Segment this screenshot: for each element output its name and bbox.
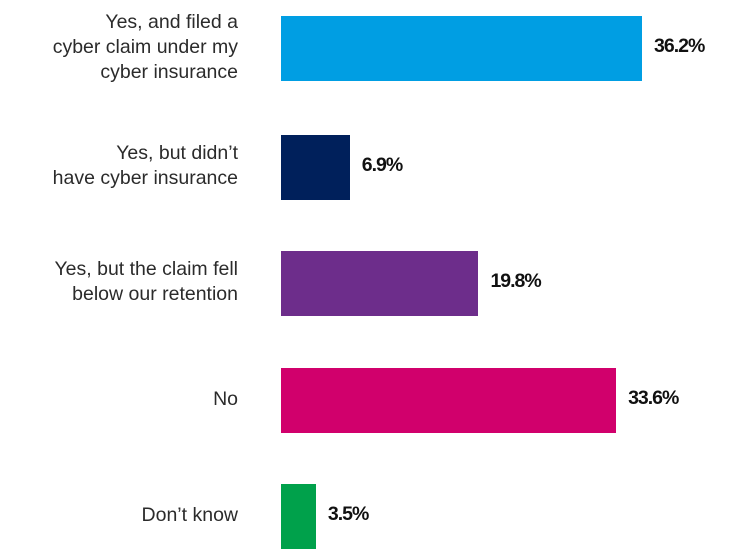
category-label-line: No <box>213 387 238 410</box>
category-label-line: Don’t know <box>141 503 238 526</box>
value-label: 6.9% <box>361 154 403 176</box>
category-label-line: Yes, but didn’t <box>116 142 238 164</box>
category-label: Yes, but the claim fell below our retenti… <box>0 257 238 307</box>
value-label: 33.6% <box>628 387 679 409</box>
value-label: 19.8% <box>490 270 541 292</box>
bar <box>281 134 350 200</box>
category-label: No <box>0 387 238 412</box>
category-label-line: have cyber insurance <box>52 167 238 189</box>
bar <box>281 15 642 81</box>
value-label: 3.5% <box>327 503 369 525</box>
category-label-line: Yes, but the claim fell <box>54 258 238 280</box>
bar <box>281 483 316 549</box>
category-label-line: cyber claim under my <box>52 35 238 58</box>
category-label-line: Yes, and filed a <box>105 10 238 33</box>
bar <box>281 250 479 316</box>
category-label-line: cyber insurance <box>100 60 238 83</box>
category-label: Yes, but didn’t have cyber insurance <box>0 141 238 191</box>
category-label: Yes, and filed a cyber claim under my cybe… <box>0 10 238 85</box>
value-label: 36.2% <box>654 35 705 57</box>
bar <box>281 367 617 433</box>
category-label-line: below our retention <box>72 283 238 305</box>
category-label: Don’t know <box>0 503 238 528</box>
